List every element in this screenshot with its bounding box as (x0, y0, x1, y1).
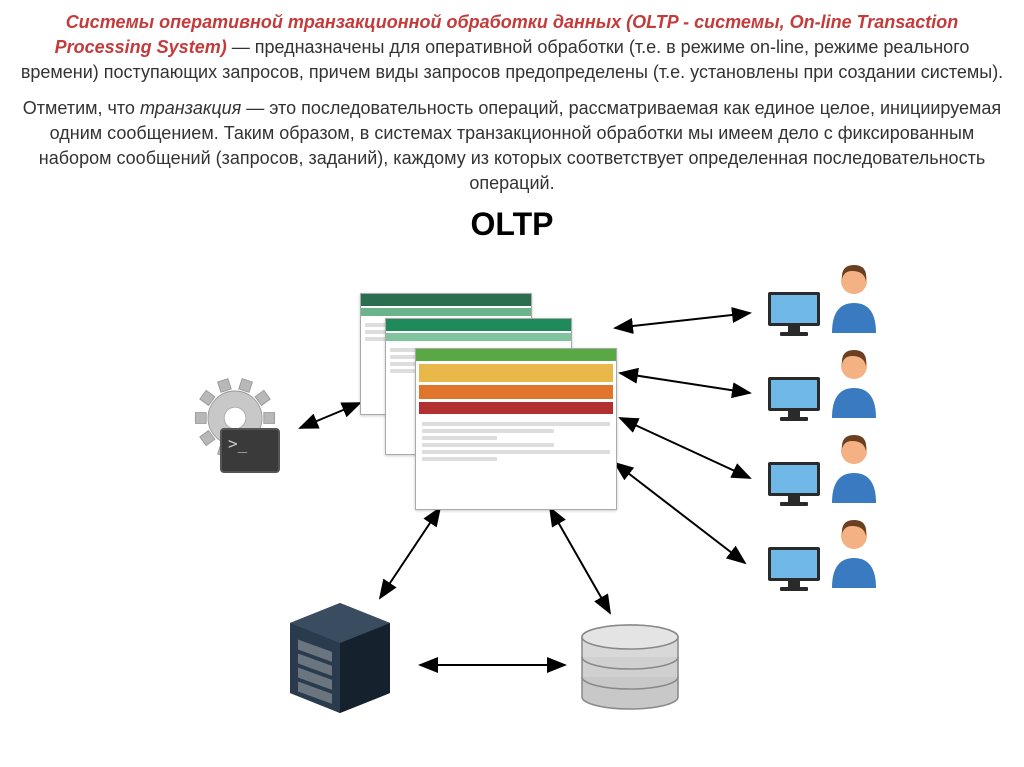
monitor-icon (764, 458, 824, 508)
window-front (415, 348, 617, 510)
monitor-icon (764, 288, 824, 338)
database-icon (575, 623, 685, 718)
person-icon (824, 348, 884, 418)
person-icon (824, 263, 884, 333)
oltp-diagram: >_ (20, 253, 1004, 753)
process-node: >_ (190, 373, 280, 463)
para2-pre: Отметим, что (23, 98, 140, 118)
monitor-icon (764, 543, 824, 593)
intro-paragraph: Системы оперативной транзакционной обраб… (20, 10, 1004, 86)
server-icon (280, 603, 400, 718)
transaction-paragraph: Отметим, что транзакция — это последоват… (20, 96, 1004, 197)
user-node (764, 348, 884, 423)
application-windows (360, 293, 610, 493)
para2-term: транзакция (140, 98, 241, 118)
user-node (764, 433, 884, 508)
person-icon (824, 433, 884, 503)
user-node (764, 263, 884, 338)
diagram-title: OLTP (20, 206, 1004, 243)
monitor-icon (764, 373, 824, 423)
terminal-icon: >_ (220, 428, 280, 473)
person-icon (824, 518, 884, 588)
user-node (764, 518, 884, 593)
users-column (764, 263, 884, 603)
